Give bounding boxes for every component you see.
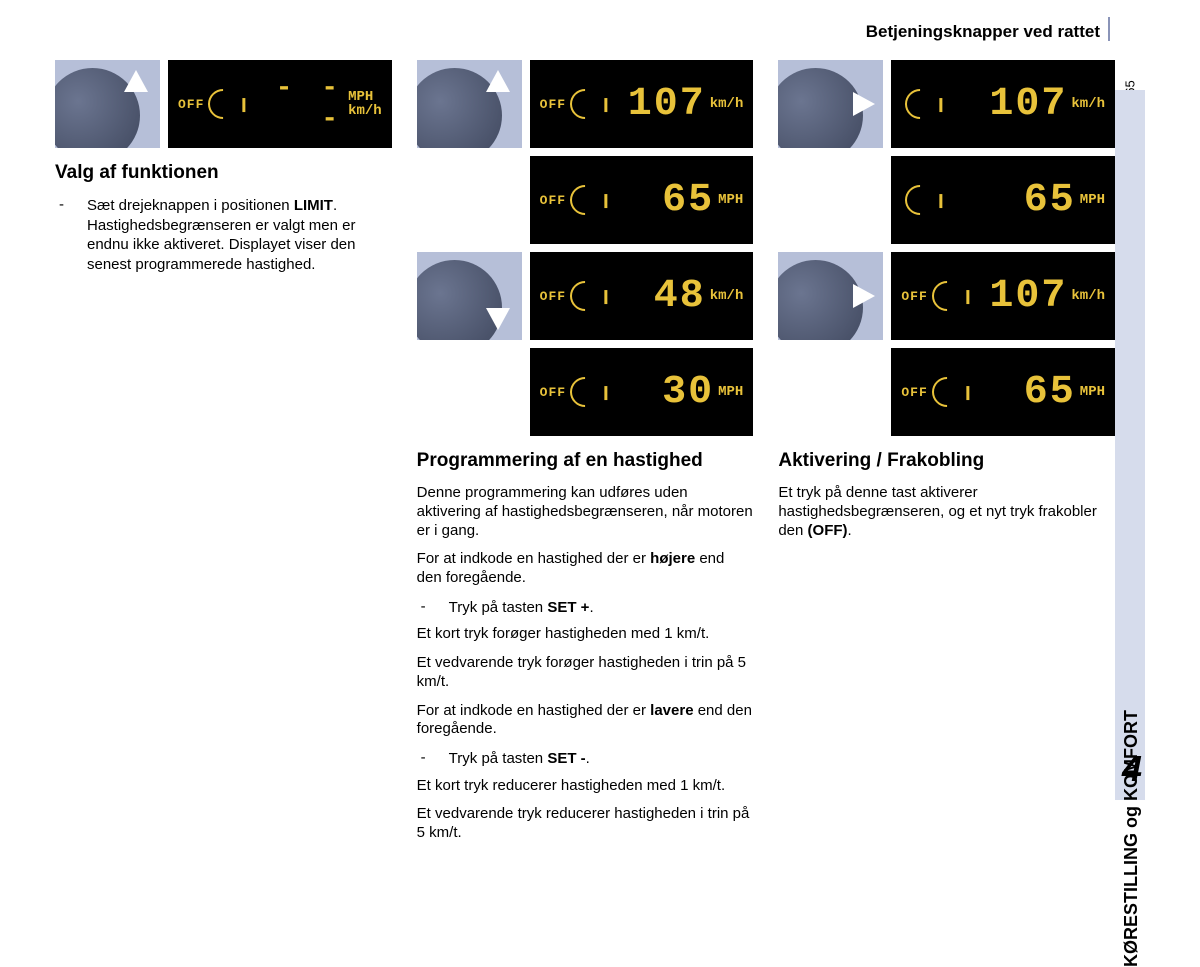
stalk-illustration [417, 60, 522, 148]
arrow-right-icon [853, 284, 875, 308]
lcd-display: OFF - - - MPH km/h [168, 60, 392, 148]
figure-row: OFF 107 km/h [778, 252, 1115, 340]
lcd-unit: km/h [1071, 97, 1105, 111]
figure-row: OFF 48 km/h [417, 252, 754, 340]
arrow-up-icon [124, 70, 148, 92]
stalk-illustration [778, 60, 883, 148]
section-tab [1115, 90, 1145, 800]
lcd-off-label: OFF [540, 193, 566, 208]
section-heading: Valg af funktionen [55, 162, 392, 184]
paragraph: Et vedvarende tryk reducerer hastigheden… [417, 805, 754, 843]
stalk-illustration [55, 60, 160, 148]
arrow-right-icon [853, 92, 875, 116]
page-header: Betjeningsknapper ved rattet [866, 22, 1100, 42]
lcd-digits: 30 [600, 370, 714, 415]
header-separator [1108, 17, 1110, 41]
arrow-down-icon [486, 308, 510, 330]
paragraph: Et vedvarende tryk forøger hastigheden i… [417, 654, 754, 692]
figure-row: 107 km/h [778, 60, 1115, 148]
lcd-digits: 107 [600, 82, 706, 127]
lcd-unit: km/h [710, 97, 744, 111]
lcd-display: OFF 107 km/h [530, 60, 754, 148]
lcd-digits: 107 [935, 82, 1067, 127]
chapter-number: 4 [1122, 748, 1142, 790]
figure-row: OFF 65 MPH [778, 348, 1115, 436]
stalk-illustration [778, 252, 883, 340]
paragraph: For at indkode en hastighed der er laver… [417, 702, 754, 740]
lcd-digits: - - - [238, 73, 344, 135]
lcd-display: OFF 48 km/h [530, 252, 754, 340]
figure-row: 65 MPH [778, 156, 1115, 244]
lcd-digits: 65 [935, 178, 1075, 223]
column-function-select: OFF - - - MPH km/h Valg af funktionen - … [55, 60, 392, 853]
figure-row: OFF - - - MPH km/h [55, 60, 392, 148]
bullet-item: - Tryk på tasten SET +. [417, 598, 754, 618]
lcd-digits: 48 [600, 274, 706, 319]
figure-row: OFF 65 MPH [417, 156, 754, 244]
lcd-display: 107 km/h [891, 60, 1115, 148]
lcd-digits: 65 [962, 370, 1076, 415]
lcd-display: OFF 30 MPH [530, 348, 754, 436]
lcd-unit: MPH [1080, 385, 1105, 399]
lcd-display: OFF 65 MPH [530, 156, 754, 244]
lcd-off-label: OFF [901, 385, 927, 400]
lcd-display: 65 MPH [891, 156, 1115, 244]
column-programming: OFF 107 km/h OFF 65 MPH OFF 48 km/h [417, 60, 754, 853]
lcd-display: OFF 107 km/h [891, 252, 1115, 340]
lcd-unit: km/h [710, 289, 744, 303]
lcd-display: OFF 65 MPH [891, 348, 1115, 436]
lcd-off-label: OFF [540, 385, 566, 400]
lcd-off-label: OFF [540, 97, 566, 112]
lcd-off-label: OFF [178, 97, 204, 112]
paragraph: Denne programmering kan udføres uden akt… [417, 484, 754, 540]
lcd-off-label: OFF [540, 289, 566, 304]
lcd-unit: MPH [1080, 193, 1105, 207]
section-heading: Programmering af en hastighed [417, 450, 754, 472]
bullet-item: - Sæt drejeknappen i positionen LIMIT. H… [55, 196, 392, 274]
arrow-up-icon [486, 70, 510, 92]
stalk-illustration [417, 252, 522, 340]
lcd-unit: MPH [718, 193, 743, 207]
lcd-unit: MPH km/h [348, 90, 382, 118]
lcd-digits: 107 [962, 274, 1068, 319]
lcd-unit: MPH [718, 385, 743, 399]
paragraph: Et kort tryk forøger hastigheden med 1 k… [417, 625, 754, 644]
paragraph: For at indkode en hastighed der er højer… [417, 550, 754, 588]
paragraph: Et tryk på denne tast aktiverer hastighe… [778, 484, 1115, 540]
lcd-off-label: OFF [901, 289, 927, 304]
bullet-item: - Tryk på tasten SET -. [417, 749, 754, 769]
figure-row: OFF 30 MPH [417, 348, 754, 436]
lcd-digits: 65 [600, 178, 714, 223]
figure-row: OFF 107 km/h [417, 60, 754, 148]
lcd-unit: km/h [1071, 289, 1105, 303]
content-columns: OFF - - - MPH km/h Valg af funktionen - … [55, 60, 1115, 853]
column-activation: 107 km/h 65 MPH OFF 107 km/h [778, 60, 1115, 853]
paragraph: Et kort tryk reducerer hastigheden med 1… [417, 777, 754, 796]
section-heading: Aktivering / Frakobling [778, 450, 1115, 472]
